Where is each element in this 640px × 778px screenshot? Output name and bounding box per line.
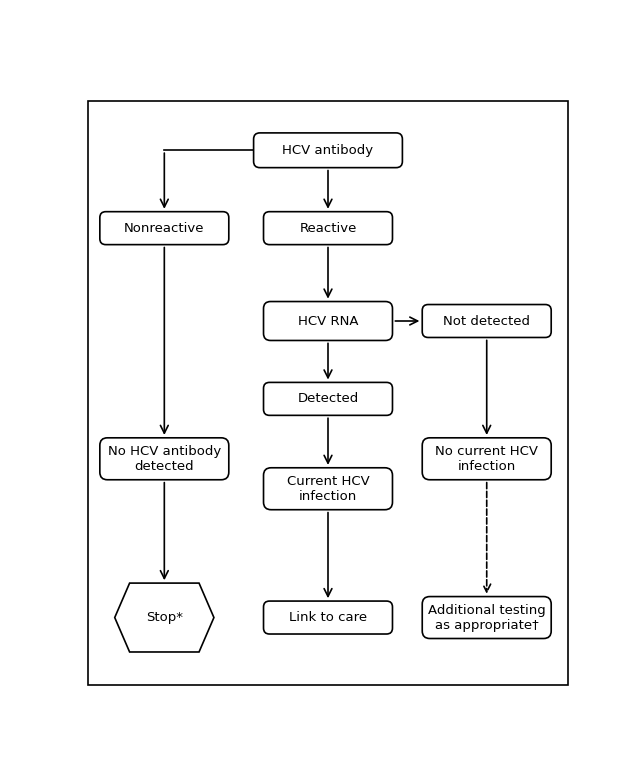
Text: Link to care: Link to care	[289, 611, 367, 624]
FancyBboxPatch shape	[422, 438, 551, 480]
Text: Additional testing
as appropriate†: Additional testing as appropriate†	[428, 604, 545, 632]
FancyBboxPatch shape	[422, 304, 551, 338]
FancyBboxPatch shape	[264, 383, 392, 415]
FancyBboxPatch shape	[264, 212, 392, 244]
FancyBboxPatch shape	[253, 133, 403, 167]
Text: No HCV antibody
detected: No HCV antibody detected	[108, 445, 221, 473]
Text: No current HCV
infection: No current HCV infection	[435, 445, 538, 473]
FancyBboxPatch shape	[264, 302, 392, 341]
Text: HCV antibody: HCV antibody	[282, 144, 374, 157]
Text: HCV RNA: HCV RNA	[298, 314, 358, 328]
FancyBboxPatch shape	[422, 597, 551, 639]
Text: Detected: Detected	[298, 392, 358, 405]
Text: Stop*: Stop*	[146, 611, 183, 624]
Text: Reactive: Reactive	[300, 222, 356, 235]
Polygon shape	[115, 583, 214, 652]
FancyBboxPatch shape	[100, 438, 229, 480]
FancyBboxPatch shape	[264, 601, 392, 634]
FancyBboxPatch shape	[88, 101, 568, 685]
FancyBboxPatch shape	[264, 468, 392, 510]
Text: Nonreactive: Nonreactive	[124, 222, 205, 235]
Text: Not detected: Not detected	[444, 314, 530, 328]
FancyBboxPatch shape	[100, 212, 229, 244]
Text: Current HCV
infection: Current HCV infection	[287, 475, 369, 503]
